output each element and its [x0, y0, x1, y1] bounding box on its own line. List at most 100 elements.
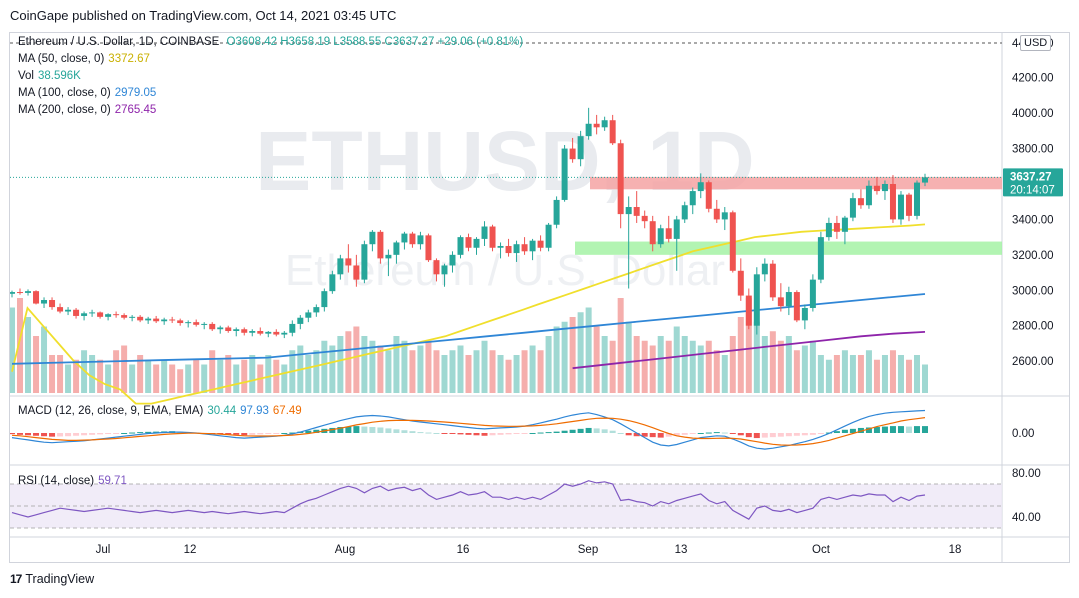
legend-macd[interactable]: MACD (12, 26, close, 9, EMA, EMA) 30.44 97…	[18, 405, 302, 417]
volume-bar	[177, 369, 184, 393]
legend-title: Ethereum / U.S. Dollar, 1D, COINBASE	[18, 36, 220, 48]
macd-histogram-bar	[881, 426, 888, 433]
legend-rsi[interactable]: RSI (14, close) 59.71	[18, 475, 127, 487]
candle-body	[577, 136, 584, 160]
macd-histogram-bar	[145, 431, 152, 433]
candle-body	[489, 226, 496, 248]
macd-histogram-bar	[337, 427, 344, 433]
candle-body	[225, 327, 232, 332]
candle-body	[65, 309, 72, 312]
volume-bar	[617, 298, 624, 393]
volume-bar	[713, 350, 720, 393]
volume-bar	[281, 364, 288, 393]
candle-body	[729, 212, 736, 271]
macd-histogram-bar	[617, 433, 624, 434]
ma50-line	[11, 223, 926, 405]
candle-body	[609, 120, 616, 144]
macd-histogram-bar	[81, 433, 88, 436]
candle-body	[873, 185, 880, 192]
macd-histogram-bar	[313, 429, 320, 433]
volume-bar	[817, 355, 824, 393]
candle-body	[889, 183, 896, 220]
volume-bar	[657, 336, 664, 393]
time-tick-label: 13	[675, 544, 688, 556]
macd-label: MACD (12, 26, close, 9, EMA, EMA)	[18, 405, 204, 417]
candle-body	[289, 323, 296, 333]
macd-histogram-bar	[593, 428, 600, 433]
last-price-label: 3637.27	[1010, 171, 1052, 183]
ma100-line	[11, 293, 926, 365]
candle-body	[521, 244, 528, 252]
macd-histogram-bar	[481, 433, 488, 436]
candle-body	[457, 237, 464, 255]
volume-bar	[41, 326, 48, 393]
candle-body	[233, 329, 240, 332]
volume-bar	[801, 345, 808, 393]
candle-body	[329, 274, 336, 292]
candle-body	[689, 191, 696, 206]
candle-body	[113, 314, 120, 316]
volume-bar	[545, 336, 552, 393]
currency-badge[interactable]: USD	[1020, 35, 1052, 51]
vol-value: 38.596K	[38, 70, 81, 82]
macd-histogram-bar	[265, 433, 272, 434]
rsi-tick-label: 80.00	[1012, 468, 1041, 480]
macd-histogram-bar	[49, 433, 56, 437]
ma50-label: MA (50, close, 0)	[18, 53, 105, 65]
candle-body	[641, 215, 648, 222]
macd-line	[11, 409, 926, 450]
price-tick-label: 4000.00	[1012, 108, 1054, 120]
candle-body	[41, 300, 48, 304]
candle-body	[849, 198, 856, 218]
macd-histogram-bar	[137, 432, 144, 434]
volume-bar	[361, 336, 368, 393]
macd-histogram-bar	[689, 433, 696, 434]
volume-bar	[249, 355, 256, 393]
macd-histogram-bar	[665, 433, 672, 437]
candle-body	[897, 194, 904, 220]
candle-body	[922, 177, 928, 183]
macd-histogram-bar	[737, 433, 744, 436]
macd-histogram-bar	[289, 432, 296, 434]
macd-histogram-bar	[793, 433, 800, 436]
macd-histogram-bar	[417, 432, 424, 434]
macd-histogram-bar	[529, 433, 536, 434]
legend-ma200[interactable]: MA (200, close, 0) 2765.45	[18, 104, 156, 116]
volume-bar	[873, 359, 880, 393]
volume-bar	[489, 350, 496, 393]
macd-histogram-bar	[721, 432, 728, 434]
macd-histogram-bar	[497, 433, 504, 435]
macd-zero-label: 0.00	[1012, 428, 1034, 440]
volume-bar	[73, 359, 80, 393]
rsi-value: 59.71	[98, 475, 127, 487]
macd-histogram-bar	[841, 429, 848, 433]
candle-body	[569, 148, 576, 160]
candle-body	[793, 292, 800, 321]
volume-bar	[273, 359, 280, 393]
macd-histogram-bar	[457, 433, 464, 435]
volume-bar	[209, 350, 216, 393]
candle-body	[377, 231, 384, 259]
macd-histogram-bar	[17, 433, 24, 435]
volume-bar	[89, 355, 96, 393]
volume-bar	[401, 340, 408, 393]
volume-bar	[625, 321, 632, 393]
price-tick-label: 3400.00	[1012, 214, 1054, 226]
volume-bar	[881, 355, 888, 393]
volume-bar	[785, 336, 792, 393]
volume-bar	[673, 326, 680, 393]
macd-histogram-bar	[833, 431, 840, 433]
legend-ma50[interactable]: MA (50, close, 0) 3372.67	[18, 53, 150, 65]
macd-histogram-bar	[33, 433, 40, 436]
legend-volume[interactable]: Vol 38.596K	[18, 70, 81, 82]
volume-bar	[369, 340, 376, 393]
volume-bar	[169, 364, 176, 393]
macd-histogram-bar	[433, 433, 440, 434]
legend-ma100[interactable]: MA (100, close, 0) 2979.05	[18, 87, 156, 99]
tradingview-brand[interactable]: 17 TradingView	[10, 572, 94, 586]
volume-bar	[633, 336, 640, 393]
candle-body	[153, 318, 160, 322]
candle-body	[497, 245, 504, 248]
candle-body	[121, 315, 128, 318]
